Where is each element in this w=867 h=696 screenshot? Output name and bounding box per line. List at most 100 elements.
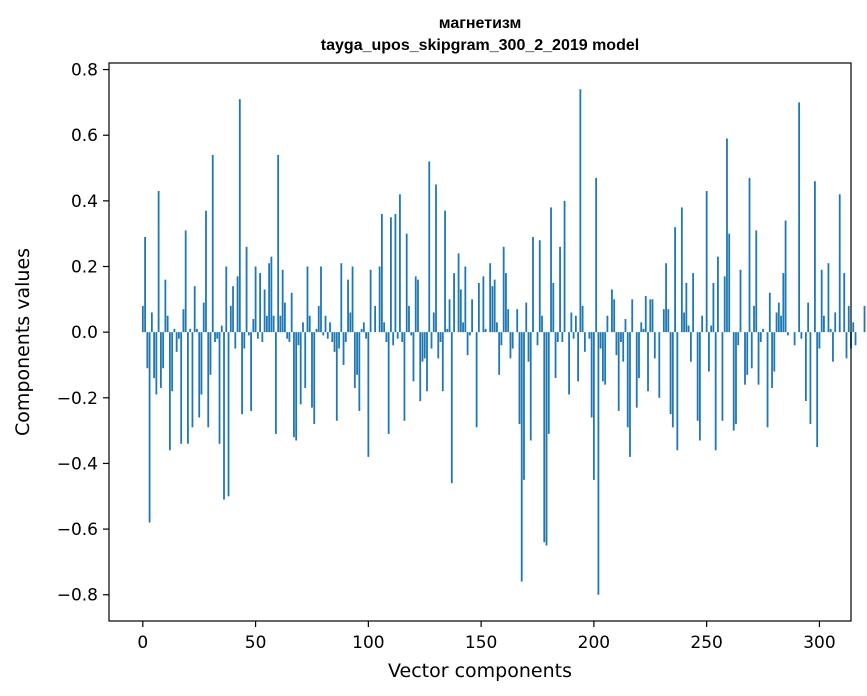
bar-35 xyxy=(220,325,223,333)
bar-299 xyxy=(816,332,819,448)
bar-240 xyxy=(683,312,685,333)
bar-171 xyxy=(527,332,530,362)
bar-17 xyxy=(180,332,183,444)
bar-8 xyxy=(159,332,162,388)
bar-71 xyxy=(302,322,304,333)
bar-175 xyxy=(536,332,539,346)
bar-36 xyxy=(223,332,225,500)
bar-21 xyxy=(189,328,192,333)
bar-253 xyxy=(712,282,715,333)
bar-130 xyxy=(435,184,437,333)
bar-260 xyxy=(728,233,731,333)
bar-295 xyxy=(807,302,810,333)
bar-59 xyxy=(274,332,277,434)
bar-98 xyxy=(362,322,365,333)
bar-263 xyxy=(735,332,737,425)
bar-311 xyxy=(843,273,846,333)
bar-232 xyxy=(665,263,667,333)
bar-3 xyxy=(148,332,151,523)
bar-148 xyxy=(475,332,478,428)
bar-63 xyxy=(284,302,286,333)
bar-158 xyxy=(498,332,501,375)
y-tick-label: −0.4 xyxy=(57,454,98,474)
bar-111 xyxy=(392,332,395,346)
bar-51 xyxy=(256,332,259,339)
bar-210 xyxy=(615,332,618,356)
bar-227 xyxy=(653,332,656,359)
x-tick-label: 50 xyxy=(245,633,267,653)
plot-frame xyxy=(108,62,852,622)
bar-45 xyxy=(243,332,246,349)
bar-173 xyxy=(532,236,534,333)
bar-32 xyxy=(214,332,216,342)
bar-271 xyxy=(753,305,755,333)
bar-296 xyxy=(809,332,812,425)
bar-273 xyxy=(757,332,760,385)
x-tick-label: 100 xyxy=(352,633,384,653)
y-axis-ticks: −0.8 −0.6 −0.4 −0.2 0.0 0.2 0.4 0.6 0.8 xyxy=(57,61,109,606)
bar-29 xyxy=(207,332,210,428)
bar-141 xyxy=(459,289,462,333)
bar-201 xyxy=(595,177,598,333)
bar-13 xyxy=(171,332,174,392)
bar-128 xyxy=(430,332,433,349)
bar-134 xyxy=(444,210,446,333)
bar-182 xyxy=(552,282,555,333)
bar-47 xyxy=(247,332,250,336)
bar-320 xyxy=(863,305,866,333)
bar-222 xyxy=(642,328,645,333)
bar-33 xyxy=(216,332,219,339)
bar-52 xyxy=(259,273,261,333)
bar-125 xyxy=(423,332,426,359)
bar-285 xyxy=(784,220,787,333)
y-axis-label: Components values xyxy=(12,248,34,436)
bar-62 xyxy=(281,269,284,333)
bar-50 xyxy=(254,266,257,333)
bar-255 xyxy=(717,256,719,333)
bar-289 xyxy=(793,332,796,346)
bar-284 xyxy=(782,273,785,333)
bar-142 xyxy=(462,322,464,333)
bar-170 xyxy=(525,302,528,333)
bar-236 xyxy=(674,227,676,333)
bar-233 xyxy=(667,309,670,333)
bar-119 xyxy=(410,332,413,336)
bar-195 xyxy=(581,305,584,333)
bar-211 xyxy=(617,332,620,411)
bar-80 xyxy=(322,332,325,336)
bar-140 xyxy=(457,253,460,333)
bar-220 xyxy=(638,332,640,379)
bar-204 xyxy=(602,332,604,382)
bar-95 xyxy=(356,332,358,375)
bar-163 xyxy=(509,332,512,359)
bar-300 xyxy=(818,332,821,349)
bar-103 xyxy=(374,305,377,333)
bar-306 xyxy=(832,332,834,362)
bar-212 xyxy=(620,332,622,342)
bar-151 xyxy=(482,276,485,333)
bar-81 xyxy=(324,315,327,333)
bar-92 xyxy=(349,312,352,333)
bar-121 xyxy=(414,276,417,333)
bar-278 xyxy=(768,292,771,333)
bar-44 xyxy=(241,332,243,415)
bar-87 xyxy=(338,332,340,349)
bar-265 xyxy=(739,269,742,333)
bar-254 xyxy=(714,332,717,451)
bar-248 xyxy=(701,315,704,333)
bar-28 xyxy=(205,210,207,333)
bar-281 xyxy=(775,312,778,333)
bar-302 xyxy=(823,315,825,333)
bar-202 xyxy=(597,332,600,595)
bar-116 xyxy=(403,332,406,421)
bar-246 xyxy=(696,332,699,421)
bar-46 xyxy=(245,246,248,333)
bar-149 xyxy=(477,282,480,333)
bar-166 xyxy=(516,309,519,333)
bar-298 xyxy=(814,181,816,333)
y-tick-label: −0.6 xyxy=(57,520,98,540)
bar-123 xyxy=(419,332,422,402)
chart-subtitle: tayga_upos_skipgram_300_2_2019 model xyxy=(321,37,639,54)
bar-215 xyxy=(626,332,629,428)
